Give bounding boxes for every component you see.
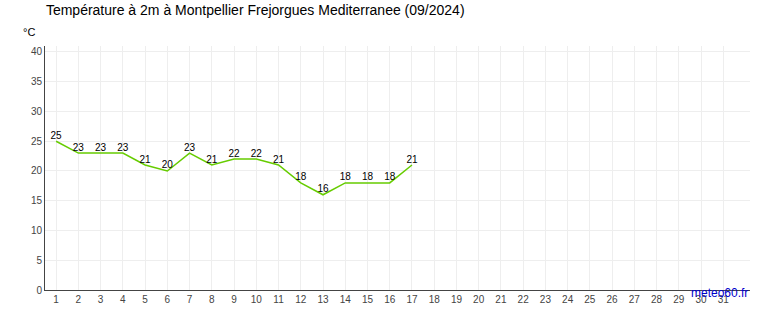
svg-text:23: 23 <box>117 142 129 153</box>
svg-text:20: 20 <box>473 294 485 305</box>
svg-text:13: 13 <box>317 294 329 305</box>
svg-text:23: 23 <box>184 142 196 153</box>
svg-text:28: 28 <box>651 294 663 305</box>
svg-text:12: 12 <box>295 294 307 305</box>
svg-text:22: 22 <box>518 294 530 305</box>
svg-text:0: 0 <box>36 285 42 296</box>
svg-text:3: 3 <box>98 294 104 305</box>
svg-text:8: 8 <box>209 294 215 305</box>
svg-text:25: 25 <box>584 294 596 305</box>
svg-text:21: 21 <box>406 154 418 165</box>
svg-text:°C: °C <box>23 26 35 38</box>
svg-text:5: 5 <box>142 294 148 305</box>
svg-text:22: 22 <box>251 148 263 159</box>
svg-text:24: 24 <box>562 294 574 305</box>
svg-text:2: 2 <box>76 294 82 305</box>
svg-text:15: 15 <box>362 294 374 305</box>
svg-text:15: 15 <box>31 195 43 206</box>
svg-text:30: 30 <box>696 294 708 305</box>
svg-text:Température à 2m à Montpellier: Température à 2m à Montpellier Frejorgue… <box>46 2 465 18</box>
svg-text:6: 6 <box>165 294 171 305</box>
svg-text:14: 14 <box>340 294 352 305</box>
svg-text:10: 10 <box>31 225 43 236</box>
svg-text:31: 31 <box>718 294 730 305</box>
svg-text:20: 20 <box>31 165 43 176</box>
svg-text:16: 16 <box>317 183 329 194</box>
svg-text:25: 25 <box>51 130 63 141</box>
svg-text:10: 10 <box>251 294 263 305</box>
svg-text:11: 11 <box>273 294 284 305</box>
svg-text:40: 40 <box>31 46 43 57</box>
svg-text:26: 26 <box>607 294 619 305</box>
svg-text:17: 17 <box>406 294 418 305</box>
svg-text:18: 18 <box>429 294 441 305</box>
svg-text:5: 5 <box>36 255 42 266</box>
svg-text:30: 30 <box>31 106 43 117</box>
svg-text:29: 29 <box>673 294 685 305</box>
svg-text:23: 23 <box>73 142 85 153</box>
svg-text:19: 19 <box>451 294 463 305</box>
svg-text:27: 27 <box>629 294 641 305</box>
svg-text:21: 21 <box>273 154 285 165</box>
svg-text:7: 7 <box>187 294 193 305</box>
svg-text:9: 9 <box>231 294 237 305</box>
svg-text:1: 1 <box>53 294 59 305</box>
svg-text:21: 21 <box>140 154 152 165</box>
svg-text:23: 23 <box>540 294 552 305</box>
svg-text:18: 18 <box>340 171 352 182</box>
svg-text:21: 21 <box>206 154 218 165</box>
svg-text:20: 20 <box>162 159 174 170</box>
svg-text:16: 16 <box>384 294 396 305</box>
svg-text:23: 23 <box>95 142 107 153</box>
svg-text:22: 22 <box>228 148 240 159</box>
svg-text:18: 18 <box>362 171 374 182</box>
svg-text:35: 35 <box>31 76 43 87</box>
svg-text:18: 18 <box>384 171 396 182</box>
svg-text:18: 18 <box>295 171 307 182</box>
svg-text:meteo60.fr: meteo60.fr <box>691 286 748 300</box>
svg-text:4: 4 <box>120 294 126 305</box>
svg-text:21: 21 <box>495 294 507 305</box>
svg-text:25: 25 <box>31 136 43 147</box>
